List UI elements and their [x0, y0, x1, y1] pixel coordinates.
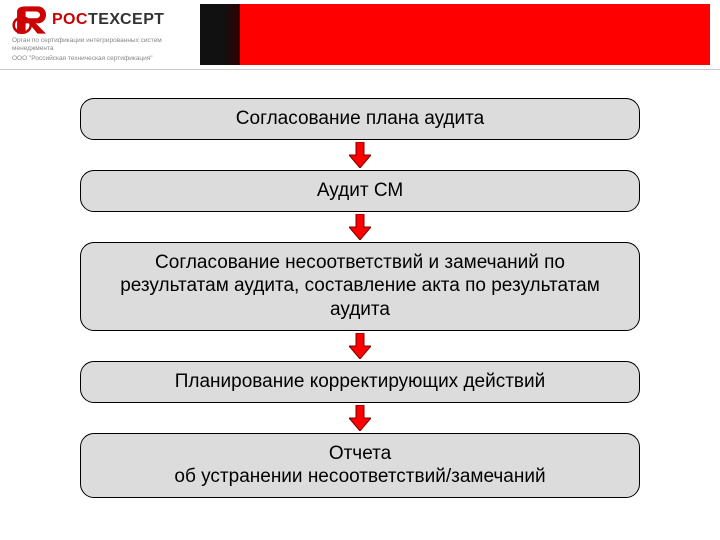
flow-node: Согласование несоответствий и замечаний … [80, 242, 640, 331]
brand-subline-2: ООО "Российская техническая сертификация… [12, 55, 188, 63]
header-band [200, 4, 710, 65]
flow-node: Согласование плана аудита [80, 98, 640, 140]
flow-node: Аудит СМ [80, 170, 640, 212]
brand-subline-1: Орган по сертификации интегрированных си… [12, 37, 188, 53]
brand-name: РОСТЕХСЕРТ [52, 11, 164, 29]
brand-block: РОСТЕХСЕРТ Орган по сертификации интегри… [0, 0, 200, 69]
brand-logo: РОСТЕХСЕРТ [12, 6, 188, 34]
header: РОСТЕХСЕРТ Орган по сертификации интегри… [0, 0, 720, 70]
flow-node: Отчетаоб устранении несоответствий/замеч… [80, 433, 640, 499]
arrow-down-icon [349, 405, 371, 431]
flowchart: Согласование плана аудита Аудит СМ Согласо… [0, 70, 720, 508]
flow-node: Планирование корректирующих действий [80, 361, 640, 403]
arrow-down-icon [349, 333, 371, 359]
brand-name-part1: РОС [52, 11, 88, 29]
brand-name-part2: ТЕХСЕРТ [88, 11, 164, 29]
arrow-down-icon [349, 142, 371, 168]
brand-mark-icon [12, 6, 46, 34]
arrow-down-icon [349, 214, 371, 240]
